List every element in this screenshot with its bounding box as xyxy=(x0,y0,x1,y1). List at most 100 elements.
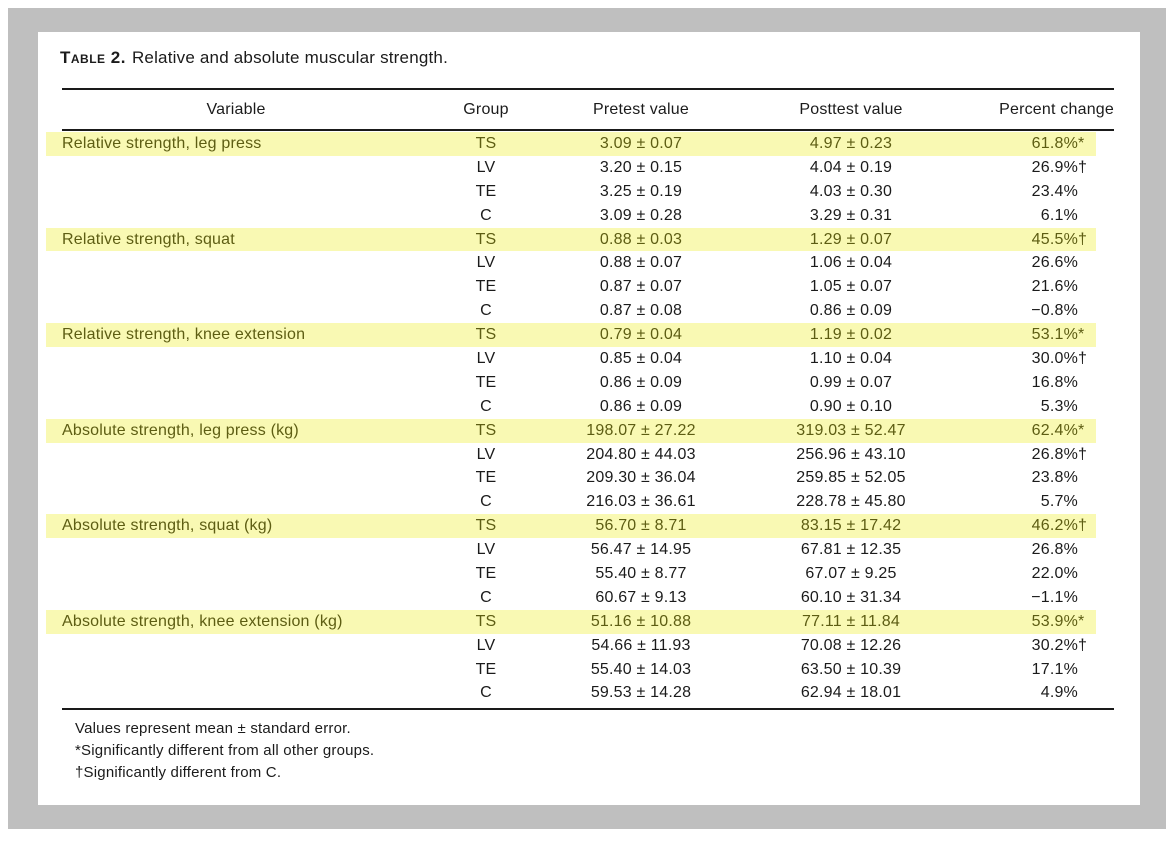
percent-change-cell: 30.0% † xyxy=(966,350,1096,368)
table-row: Absolute strength, knee extension (kg) TS… xyxy=(46,609,1096,634)
table-page: Table 2. Relative and absolute muscular s… xyxy=(38,32,1140,805)
pretest-value-cell: 56.47 ± 14.95 xyxy=(590,541,692,559)
percent-change-cell: 23.8% xyxy=(966,469,1096,487)
table-row: Relative strength, knee extension TS 0.79 … xyxy=(46,323,1096,348)
group-cell: C xyxy=(480,397,492,415)
pretest-value-cell: 3.20 ± 0.15 xyxy=(599,158,683,176)
pretest-value-cell: 3.09 ± 0.28 xyxy=(599,206,683,224)
posttest-value-cell: 0.99 ± 0.07 xyxy=(809,373,893,391)
posttest-value-cell: 77.11 ± 11.84 xyxy=(802,612,900,630)
percent-value: 23.8% xyxy=(1031,469,1078,487)
percent-value: 17.1% xyxy=(1031,660,1078,678)
table-row: TE 209.30 ± 36.04 259.85 ± 52.05 23.8% xyxy=(46,466,1096,490)
percent-change-cell: 45.5% † xyxy=(966,231,1096,249)
posttest-value-cell: 67.07 ± 9.25 xyxy=(805,564,897,582)
posttest-value-cell: 70.08 ± 12.26 xyxy=(800,636,902,654)
posttest-value-cell: 4.97 ± 0.23 xyxy=(809,134,893,152)
pretest-value-cell: 0.85 ± 0.04 xyxy=(599,349,683,367)
table-row: TE 55.40 ± 14.03 63.50 ± 10.39 17.1% xyxy=(46,658,1096,682)
table-header-rule xyxy=(62,129,1114,131)
pretest-value-cell: 0.88 ± 0.07 xyxy=(599,254,683,272)
pretest-value-cell: 3.09 ± 0.07 xyxy=(599,134,683,152)
variable-cell: Absolute strength, leg press (kg) xyxy=(62,421,299,439)
group-cell: TE xyxy=(475,182,497,200)
percent-change-cell: 26.9% † xyxy=(966,159,1096,177)
group-cell: C xyxy=(480,493,492,511)
pretest-value-cell: 204.80 ± 44.03 xyxy=(586,445,696,463)
percent-change-cell: 26.8% xyxy=(966,541,1096,559)
table-row: LV 204.80 ± 44.03 256.96 ± 43.10 26.8% † xyxy=(46,443,1096,467)
significance-symbol: * xyxy=(1078,612,1085,630)
table-row: LV 54.66 ± 11.93 70.08 ± 12.26 30.2% † xyxy=(46,634,1096,658)
posttest-value-cell: 319.03 ± 52.47 xyxy=(796,421,906,439)
table-row: C 0.87 ± 0.08 0.86 ± 0.09 −0.8% xyxy=(46,299,1096,323)
percent-change-cell: 62.4% * xyxy=(966,422,1096,440)
group-cell: LV xyxy=(476,541,496,559)
table-row: LV 0.88 ± 0.07 1.06 ± 0.04 26.6% xyxy=(46,251,1096,275)
variable-cell: Relative strength, leg press xyxy=(62,134,262,152)
percent-value: 53.9% xyxy=(1031,612,1078,630)
group-cell: TE xyxy=(475,564,497,582)
percent-change-cell: 6.1% xyxy=(966,207,1096,225)
table-row: TE 0.86 ± 0.09 0.99 ± 0.07 16.8% xyxy=(46,371,1096,395)
table-caption-label: Table 2. xyxy=(60,48,126,67)
percent-value: 21.6% xyxy=(1031,278,1078,296)
pretest-value-cell: 0.86 ± 0.09 xyxy=(599,373,683,391)
group-cell: LV xyxy=(476,158,496,176)
percent-value: 30.2% xyxy=(1031,636,1078,654)
table-bottom-rule xyxy=(62,708,1114,710)
group-cell: TS xyxy=(475,326,497,344)
percent-value: −1.1% xyxy=(1031,588,1078,606)
posttest-value-cell: 60.10 ± 31.34 xyxy=(800,588,902,606)
pretest-value-cell: 3.25 ± 0.19 xyxy=(599,182,683,200)
posttest-value-cell: 1.19 ± 0.02 xyxy=(809,326,893,344)
significance-symbol: † xyxy=(1078,158,1088,176)
column-header-variable: Variable xyxy=(206,101,266,118)
table-row: LV 3.20 ± 0.15 4.04 ± 0.19 26.9% † xyxy=(46,156,1096,180)
group-cell: LV xyxy=(476,349,496,367)
table-footnotes: Values represent mean ± standard error. … xyxy=(75,718,374,784)
table-row: LV 56.47 ± 14.95 67.81 ± 12.35 26.8% xyxy=(46,538,1096,562)
posttest-value-cell: 62.94 ± 18.01 xyxy=(800,684,902,702)
posttest-value-cell: 67.81 ± 12.35 xyxy=(800,541,902,559)
group-cell: TS xyxy=(475,134,497,152)
group-cell: TE xyxy=(475,660,497,678)
percent-change-cell: 26.8% † xyxy=(966,446,1096,464)
percent-change-cell: 21.6% xyxy=(966,278,1096,296)
posttest-value-cell: 4.03 ± 0.30 xyxy=(809,182,893,200)
posttest-value-cell: 259.85 ± 52.05 xyxy=(796,469,906,487)
percent-value: 45.5% xyxy=(1031,230,1078,248)
percent-change-cell: 5.7% xyxy=(966,493,1096,511)
pretest-value-cell: 51.16 ± 10.88 xyxy=(590,612,692,630)
table-header-row: Variable Group Pretest value Posttest va… xyxy=(46,92,1114,128)
percent-value: 46.2% xyxy=(1031,517,1078,535)
table-row: Relative strength, leg press TS 3.09 ± 0.0… xyxy=(46,132,1096,156)
pretest-value-cell: 56.70 ± 8.71 xyxy=(595,517,687,535)
percent-change-cell: 4.9% xyxy=(966,684,1096,702)
pretest-value-cell: 59.53 ± 14.28 xyxy=(590,684,692,702)
variable-cell: Absolute strength, squat (kg) xyxy=(62,517,273,535)
percent-value: −0.8% xyxy=(1031,302,1078,320)
posttest-value-cell: 0.86 ± 0.09 xyxy=(809,302,893,320)
percent-change-cell: 61.8% * xyxy=(966,135,1096,153)
group-cell: TS xyxy=(475,612,497,630)
posttest-value-cell: 83.15 ± 17.42 xyxy=(800,517,902,535)
table-row: C 0.86 ± 0.09 0.90 ± 0.10 5.3% xyxy=(46,395,1096,419)
significance-symbol: † xyxy=(1078,636,1088,654)
percent-change-cell: 17.1% xyxy=(966,661,1096,679)
percent-change-cell: 5.3% xyxy=(966,398,1096,416)
posttest-value-cell: 256.96 ± 43.10 xyxy=(796,445,906,463)
percent-value: 22.0% xyxy=(1031,564,1078,582)
group-cell: TE xyxy=(475,373,497,391)
pretest-value-cell: 0.88 ± 0.03 xyxy=(599,230,683,248)
footnote-mean-se: Values represent mean ± standard error. xyxy=(75,720,351,737)
percent-change-cell: 23.4% xyxy=(966,183,1096,201)
table-row: C 59.53 ± 14.28 62.94 ± 18.01 4.9% xyxy=(46,681,1096,705)
pretest-value-cell: 0.87 ± 0.07 xyxy=(599,278,683,296)
pretest-value-cell: 55.40 ± 14.03 xyxy=(590,660,692,678)
pretest-value-cell: 0.87 ± 0.08 xyxy=(599,302,683,320)
group-cell: TE xyxy=(475,278,497,296)
percent-change-cell: 16.8% xyxy=(966,374,1096,392)
percent-value: 30.0% xyxy=(1031,349,1078,367)
